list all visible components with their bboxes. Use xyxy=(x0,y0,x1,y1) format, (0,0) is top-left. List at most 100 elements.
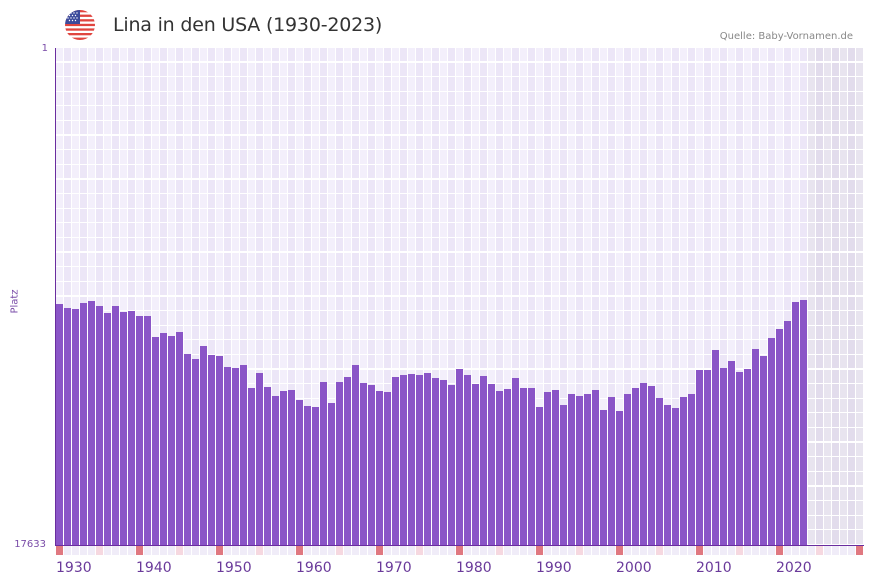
grid-cell xyxy=(288,252,295,267)
grid-cell xyxy=(152,223,159,237)
grid-cell xyxy=(184,281,191,296)
grid-cell xyxy=(296,48,303,62)
grid-cell xyxy=(392,48,399,62)
grid-cell xyxy=(568,340,575,354)
grid-cell xyxy=(392,179,399,193)
grid-cell xyxy=(608,62,615,77)
grid-cell xyxy=(776,121,783,135)
grid-cell xyxy=(80,238,87,252)
grid-cell xyxy=(424,296,431,310)
year-tick xyxy=(768,546,775,555)
grid-cell xyxy=(688,208,695,223)
grid-cell xyxy=(656,121,663,135)
bar-2013 xyxy=(720,368,727,545)
grid-cell xyxy=(128,62,135,77)
grid-cell xyxy=(584,384,591,398)
grid-cell xyxy=(584,267,591,281)
grid-cell xyxy=(568,194,575,208)
grid-cell xyxy=(328,179,335,193)
grid-cell xyxy=(232,48,239,62)
grid-cell xyxy=(688,340,695,354)
grid-cell xyxy=(528,48,535,62)
grid-cell xyxy=(456,48,463,62)
bar-2014 xyxy=(728,361,735,545)
grid-cell xyxy=(576,164,583,179)
grid-cell xyxy=(688,48,695,62)
grid-cell xyxy=(624,106,631,120)
grid-cell xyxy=(392,311,399,325)
grid-cell xyxy=(744,106,751,120)
grid-cell xyxy=(88,252,95,267)
grid-cell xyxy=(232,194,239,208)
grid-cell xyxy=(712,62,719,77)
grid-cell xyxy=(560,106,567,120)
grid-cell xyxy=(584,369,591,383)
grid-cell xyxy=(624,311,631,325)
grid-cell xyxy=(688,91,695,106)
grid-cell xyxy=(616,238,623,252)
grid-cell xyxy=(544,150,551,164)
grid-cell xyxy=(248,135,255,150)
grid-cell xyxy=(776,296,783,310)
year-tick-strip xyxy=(56,546,864,555)
grid-cell xyxy=(760,135,767,150)
grid-cell xyxy=(232,91,239,106)
grid-cell xyxy=(624,208,631,223)
plot-area xyxy=(55,48,864,546)
grid-cell xyxy=(712,164,719,179)
bar-2008 xyxy=(680,397,687,545)
grid-cell xyxy=(248,62,255,77)
grid-cell xyxy=(376,238,383,252)
grid-cell xyxy=(456,252,463,267)
grid-cell xyxy=(536,384,543,398)
grid-cell xyxy=(616,48,623,62)
bar-1958 xyxy=(280,391,287,545)
grid-cell xyxy=(224,325,231,340)
grid-cell xyxy=(512,296,519,310)
grid-cell xyxy=(296,106,303,120)
x-tick-label: 1980 xyxy=(456,560,492,576)
grid-cell xyxy=(624,121,631,135)
grid-cell xyxy=(288,238,295,252)
grid-cell xyxy=(128,296,135,310)
grid-cell xyxy=(168,91,175,106)
grid-cell xyxy=(616,121,623,135)
grid-cell xyxy=(664,354,671,369)
grid-cell xyxy=(608,194,615,208)
grid-cell xyxy=(368,179,375,193)
grid-cell xyxy=(192,311,199,325)
grid-cell xyxy=(488,179,495,193)
grid-cell xyxy=(88,267,95,281)
grid-cell xyxy=(336,281,343,296)
grid-cell xyxy=(744,223,751,237)
grid-cell xyxy=(544,340,551,354)
grid-cell xyxy=(776,62,783,77)
grid-cell xyxy=(736,91,743,106)
grid-cell xyxy=(232,296,239,310)
grid-cell xyxy=(152,281,159,296)
grid-cell xyxy=(728,223,735,237)
grid-cell xyxy=(248,164,255,179)
grid-cell xyxy=(240,91,247,106)
year-tick xyxy=(392,546,399,555)
grid-cell xyxy=(584,325,591,340)
grid-cell xyxy=(736,340,743,354)
grid-cell xyxy=(648,252,655,267)
grid-cell xyxy=(176,150,183,164)
grid-cell xyxy=(584,135,591,150)
grid-cell xyxy=(504,77,511,91)
grid-cell xyxy=(696,311,703,325)
grid-cell xyxy=(104,48,111,62)
grid-cell xyxy=(440,238,447,252)
grid-cell xyxy=(240,48,247,62)
grid-cell xyxy=(440,354,447,369)
grid-cell xyxy=(144,252,151,267)
grid-cell xyxy=(480,325,487,340)
bar-1997 xyxy=(592,390,599,545)
grid-cell xyxy=(488,48,495,62)
grid-cell xyxy=(104,252,111,267)
year-tick xyxy=(592,546,599,555)
grid-cell xyxy=(696,223,703,237)
grid-cell xyxy=(760,194,767,208)
grid-cell xyxy=(464,296,471,310)
